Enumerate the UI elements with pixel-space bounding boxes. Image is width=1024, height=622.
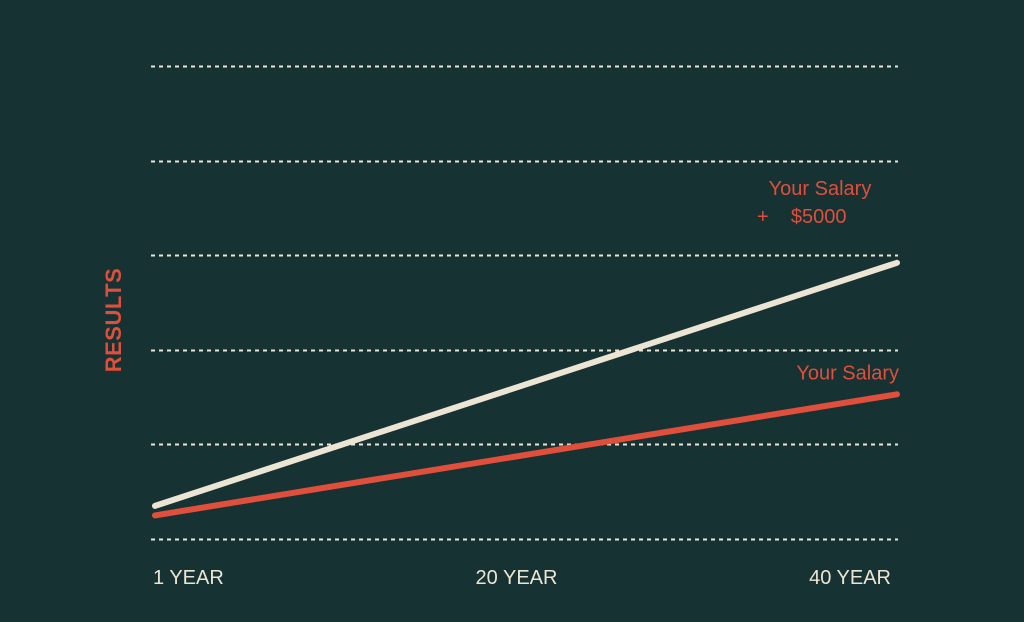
series-label-text: + $5000: [757, 206, 847, 228]
x-tick-label: 1 YEAR: [153, 567, 224, 589]
y-axis-label: RESULTS: [101, 268, 126, 373]
series-lines: [152, 259, 900, 519]
series-label-text: Your Salary: [769, 178, 872, 200]
series-label-text: Your Salary: [796, 362, 899, 384]
x-tick-label: 20 YEAR: [476, 567, 558, 589]
series-line-1: [152, 391, 900, 519]
series-labels: Your Salary + $5000 Your Salary: [757, 178, 899, 384]
x-axis-ticks: 1 YEAR 20 YEAR 40 YEAR: [153, 567, 891, 589]
series-line-0: [152, 259, 900, 509]
x-tick-label: 40 YEAR: [809, 567, 891, 589]
